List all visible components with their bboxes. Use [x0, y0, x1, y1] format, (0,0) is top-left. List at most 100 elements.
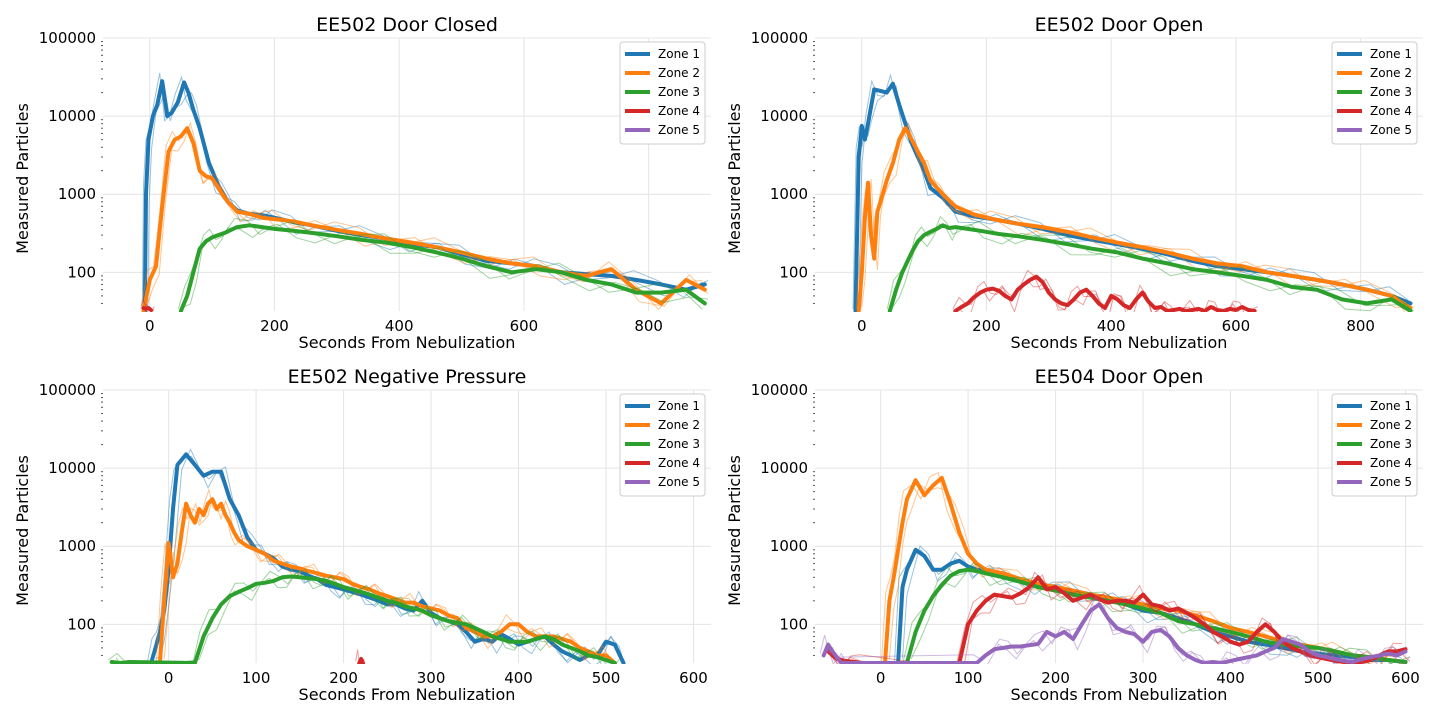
legend-label-zone-3: Zone 3 [1370, 85, 1412, 99]
x-tick-label: 0 [876, 669, 886, 687]
series-replicate-line [861, 121, 1414, 308]
x-tick-label: 500 [592, 669, 621, 687]
y-tick-label: 10000 [48, 459, 96, 477]
x-tick-label: 500 [1304, 669, 1333, 687]
legend-label-zone-5: Zone 5 [658, 123, 700, 137]
x-tick-label: 200 [972, 317, 1001, 335]
series-replicate-line [855, 126, 1406, 312]
series-replicate-line [178, 217, 703, 310]
chart-panel-ee502-door-closed: 0 200 400 600 800 100 1000 10000 100000 EE502 Doo… [0, 0, 720, 360]
y-axis-label: Measured Particles [725, 103, 744, 254]
series-line-zone-3 [904, 567, 1408, 664]
series-replicate-line [155, 487, 612, 662]
x-tick-label: 400 [385, 317, 414, 335]
x-tick-label: 300 [1129, 669, 1158, 687]
series-line-zone-4 [141, 306, 153, 312]
x-tick-label: 600 [1391, 669, 1420, 687]
series-group [852, 73, 1414, 312]
series-replicate-line [827, 605, 1411, 664]
chart-title: EE502 Door Closed [316, 14, 498, 36]
x-tick-label: 800 [634, 317, 663, 335]
x-axis-label: Seconds From Nebulization [1011, 685, 1228, 704]
legend-box [1331, 41, 1418, 145]
y-tick-label: 1000 [58, 537, 96, 555]
y-tick-label: 100000 [39, 29, 96, 47]
x-tick-label: 100 [954, 669, 983, 687]
series-replicate-line [892, 223, 1414, 312]
series-replicate-line [881, 471, 1403, 664]
legend-label-zone-2: Zone 2 [1370, 66, 1412, 80]
y-tick-label: 1000 [58, 185, 96, 203]
legend-label-zone-3: Zone 3 [1370, 437, 1412, 451]
legend: Zone 1 Zone 2 Zone 3 Zone 4 Zone 5 [619, 41, 706, 145]
y-tick-label: 10000 [760, 107, 808, 125]
legend-label-zone-5: Zone 5 [1370, 475, 1412, 489]
legend-label-zone-3: Zone 3 [658, 85, 700, 99]
series-line-zone-2 [856, 126, 1413, 312]
legend: Zone 1 Zone 2 Zone 3 Zone 4 Zone 5 [1331, 393, 1418, 497]
series-line-zone-3 [887, 223, 1413, 312]
y-tick-label: 100000 [751, 29, 808, 47]
legend-label-zone-4: Zone 4 [1370, 104, 1412, 118]
legend-label-zone-2: Zone 2 [1370, 418, 1412, 432]
y-tick-label: 10000 [48, 107, 96, 125]
x-tick-label: 800 [1346, 317, 1375, 335]
series-replicate-line [146, 303, 155, 312]
series-replicate-line [852, 73, 1409, 310]
series-line-zone-4 [357, 657, 365, 664]
x-tick-label: 100 [242, 669, 271, 687]
chart-title: EE502 Negative Pressure [288, 366, 527, 388]
legend-label-zone-2: Zone 2 [658, 66, 700, 80]
x-tick-label: 200 [260, 317, 289, 335]
series-line-zone-1 [853, 81, 1413, 312]
legend-label-zone-5: Zone 5 [1370, 123, 1412, 137]
chart-svg: 0 200 400 600 800 100 1000 10000 100000 EE502 Doo… [725, 14, 1423, 352]
x-tick-label: 600 [1222, 317, 1251, 335]
y-axis-label: Measured Particles [725, 455, 744, 606]
x-tick-label: 600 [679, 669, 708, 687]
legend-box [619, 41, 706, 145]
x-tick-label: 200 [329, 669, 358, 687]
y-tick-label: 100 [67, 263, 96, 281]
x-tick-label: 600 [510, 317, 539, 335]
series-line-zone-1 [149, 452, 626, 664]
series-replicate-line [147, 90, 709, 307]
series-line-zone-3 [178, 223, 707, 312]
y-axis-label: Measured Particles [13, 455, 32, 606]
y-tick-label: 100000 [39, 381, 96, 399]
series-replicate-line [107, 568, 607, 664]
y-tick-label: 10000 [760, 459, 808, 477]
legend-label-zone-4: Zone 4 [658, 456, 700, 470]
series-replicate-line [140, 297, 148, 312]
legend-label-zone-1: Zone 1 [1370, 399, 1412, 413]
legend-box [1331, 393, 1418, 497]
x-tick-label: 400 [504, 669, 533, 687]
series-line-zone-2 [157, 497, 617, 664]
series-line-zone-3 [109, 574, 617, 664]
y-tick-label: 1000 [770, 537, 808, 555]
y-tick-label: 100 [779, 263, 808, 281]
legend-label-zone-1: Zone 1 [658, 47, 700, 61]
y-tick-label: 100 [67, 615, 96, 633]
legend-label-zone-5: Zone 5 [658, 475, 700, 489]
x-tick-label: 400 [1216, 669, 1245, 687]
series-replicate-line [115, 572, 620, 664]
series-line-zone-4 [953, 274, 1257, 312]
chart-title: EE504 Door Open [1035, 366, 1204, 388]
legend-box [619, 393, 706, 497]
legend: Zone 1 Zone 2 Zone 3 Zone 4 Zone 5 [619, 393, 706, 497]
legend-label-zone-1: Zone 1 [1370, 47, 1412, 61]
chart-svg: 0 200 400 600 800 100 1000 10000 100000 EE502 Doo… [13, 14, 711, 352]
x-tick-label: 0 [164, 669, 174, 687]
x-tick-label: 200 [1041, 669, 1070, 687]
chart-panel-ee502-door-open: 0 200 400 600 800 100 1000 10000 100000 EE502 Doo… [712, 0, 1432, 360]
x-axis-label: Seconds From Nebulization [299, 685, 516, 704]
x-axis-label: Seconds From Nebulization [299, 333, 516, 352]
y-tick-label: 100000 [751, 381, 808, 399]
legend-label-zone-4: Zone 4 [658, 104, 700, 118]
x-tick-label: 300 [417, 669, 446, 687]
y-tick-label: 1000 [770, 185, 808, 203]
series-line-zone-5 [821, 602, 1408, 664]
x-axis-label: Seconds From Nebulization [1011, 333, 1228, 352]
